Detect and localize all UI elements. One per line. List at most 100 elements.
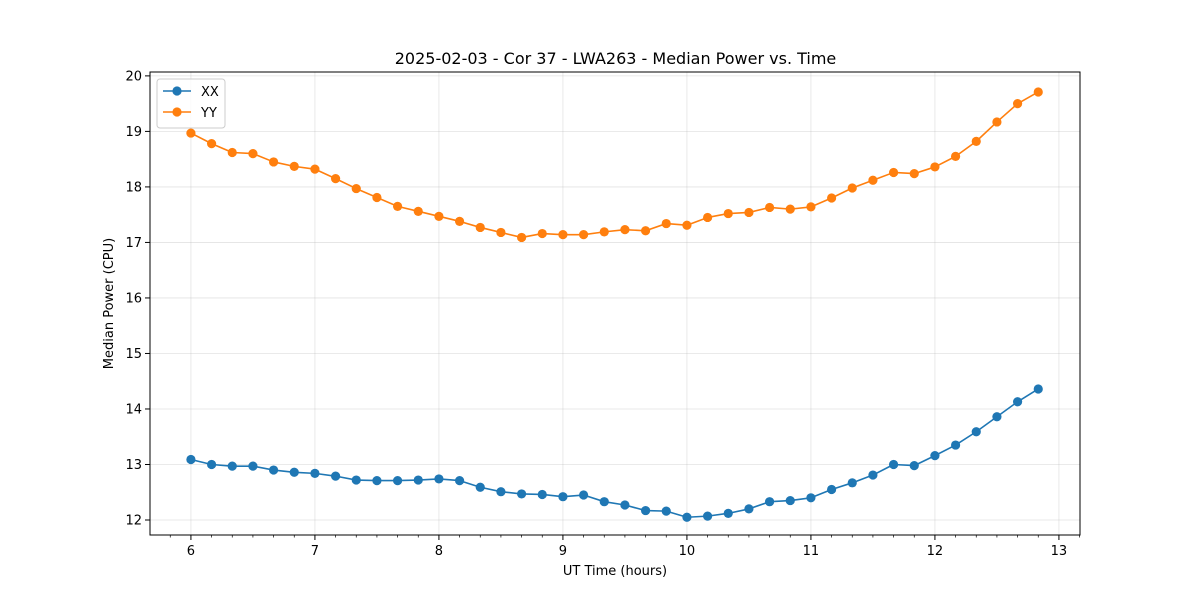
data-point-yy — [475, 222, 485, 233]
data-point-yy — [682, 220, 692, 230]
legend-label-yy: YY — [200, 106, 217, 121]
chart-title: 2025-02-03 - Cor 37 - LWA263 - Median Po… — [395, 49, 837, 68]
y-tick-label: 15 — [125, 347, 142, 362]
data-point-yy — [992, 117, 1002, 127]
data-point-yy — [537, 228, 547, 239]
data-point-yy — [806, 202, 816, 212]
x-tick-label: 13 — [1051, 544, 1068, 559]
data-point-xx — [764, 497, 775, 507]
data-point-yy — [620, 225, 630, 235]
data-point-xx — [516, 489, 527, 499]
series-xx — [186, 384, 1043, 522]
data-point-xx — [888, 459, 899, 470]
data-point-xx — [434, 474, 444, 484]
data-point-yy — [971, 136, 981, 146]
data-point-xx — [950, 440, 961, 450]
y-tick-label: 13 — [125, 458, 142, 473]
data-point-xx — [909, 461, 919, 471]
data-point-xx — [227, 461, 237, 471]
data-point-yy — [289, 161, 299, 171]
data-point-yy — [661, 218, 671, 229]
data-point-xx — [868, 470, 878, 480]
x-tick-label: 10 — [679, 544, 696, 559]
y-tick-label: 18 — [125, 180, 142, 195]
data-point-xx — [413, 475, 423, 485]
x-tick-label: 12 — [927, 544, 944, 559]
series-layer — [186, 87, 1043, 522]
data-point-xx — [289, 467, 299, 477]
data-point-xx — [454, 475, 465, 486]
ticks: 6 7 8 9 10 11 12 13 12 13 14 15 16 17 18 19 20 — [125, 69, 1080, 559]
data-point-yy — [434, 211, 444, 221]
data-point-xx — [640, 505, 651, 516]
data-point-yy — [227, 147, 237, 158]
data-point-yy — [723, 208, 733, 219]
data-point-xx — [744, 504, 754, 514]
data-point-xx — [847, 478, 857, 488]
data-point-yy — [578, 230, 589, 240]
x-tick-label: 7 — [311, 544, 319, 559]
data-point-xx — [496, 487, 506, 497]
data-point-xx — [661, 506, 671, 516]
data-point-xx — [992, 412, 1002, 422]
data-point-xx — [599, 497, 609, 507]
data-point-xx — [578, 490, 589, 500]
data-point-yy — [351, 183, 361, 194]
data-point-xx — [248, 461, 258, 471]
data-point-xx — [310, 468, 320, 478]
data-point-xx — [372, 475, 382, 486]
data-point-yy — [516, 232, 527, 243]
data-point-yy — [599, 227, 609, 237]
data-point-xx — [186, 454, 196, 465]
data-point-yy — [496, 227, 506, 238]
data-point-yy — [392, 201, 403, 211]
data-point-xx — [1033, 384, 1043, 394]
y-tick-label: 12 — [125, 514, 142, 529]
data-point-xx — [723, 508, 733, 518]
x-tick-label: 8 — [435, 544, 443, 559]
y-tick-label: 17 — [125, 236, 142, 251]
data-point-yy — [640, 226, 651, 236]
data-point-xx — [971, 427, 981, 437]
data-point-yy — [268, 157, 279, 167]
data-point-xx — [1012, 397, 1023, 407]
data-point-yy — [888, 167, 899, 178]
data-point-xx — [475, 482, 485, 492]
legend-marker-yy — [172, 107, 182, 117]
data-point-xx — [206, 459, 217, 470]
data-point-xx — [392, 475, 403, 486]
legend: XX YY — [156, 78, 226, 129]
y-tick-label: 20 — [125, 69, 142, 84]
y-axis-label: Median Power (CPU) — [102, 238, 117, 369]
data-point-yy — [785, 204, 795, 214]
y-tick-label: 14 — [125, 402, 142, 417]
data-point-xx — [620, 500, 630, 510]
data-point-yy — [372, 192, 382, 203]
data-point-xx — [785, 495, 795, 506]
data-point-xx — [537, 489, 547, 500]
data-point-xx — [702, 511, 713, 521]
data-point-yy — [330, 173, 341, 184]
data-point-xx — [330, 471, 341, 481]
data-point-yy — [1033, 87, 1043, 97]
data-point-xx — [268, 465, 279, 475]
data-point-yy — [1012, 99, 1023, 109]
data-point-xx — [826, 484, 837, 495]
data-point-yy — [826, 193, 837, 203]
x-tick-label: 6 — [187, 544, 195, 559]
data-point-yy — [558, 230, 568, 240]
legend-marker-xx — [172, 86, 182, 96]
y-tick-label: 16 — [125, 291, 142, 306]
x-axis-label: UT Time (hours) — [563, 564, 667, 579]
data-point-xx — [930, 451, 940, 461]
x-tick-label: 9 — [559, 544, 567, 559]
data-point-yy — [950, 151, 961, 161]
data-point-xx — [558, 492, 568, 502]
grid — [150, 72, 1080, 535]
data-point-yy — [909, 168, 919, 179]
data-point-yy — [454, 216, 465, 226]
data-point-yy — [186, 128, 196, 138]
data-point-yy — [764, 202, 775, 213]
legend-label-xx: XX — [201, 85, 219, 100]
